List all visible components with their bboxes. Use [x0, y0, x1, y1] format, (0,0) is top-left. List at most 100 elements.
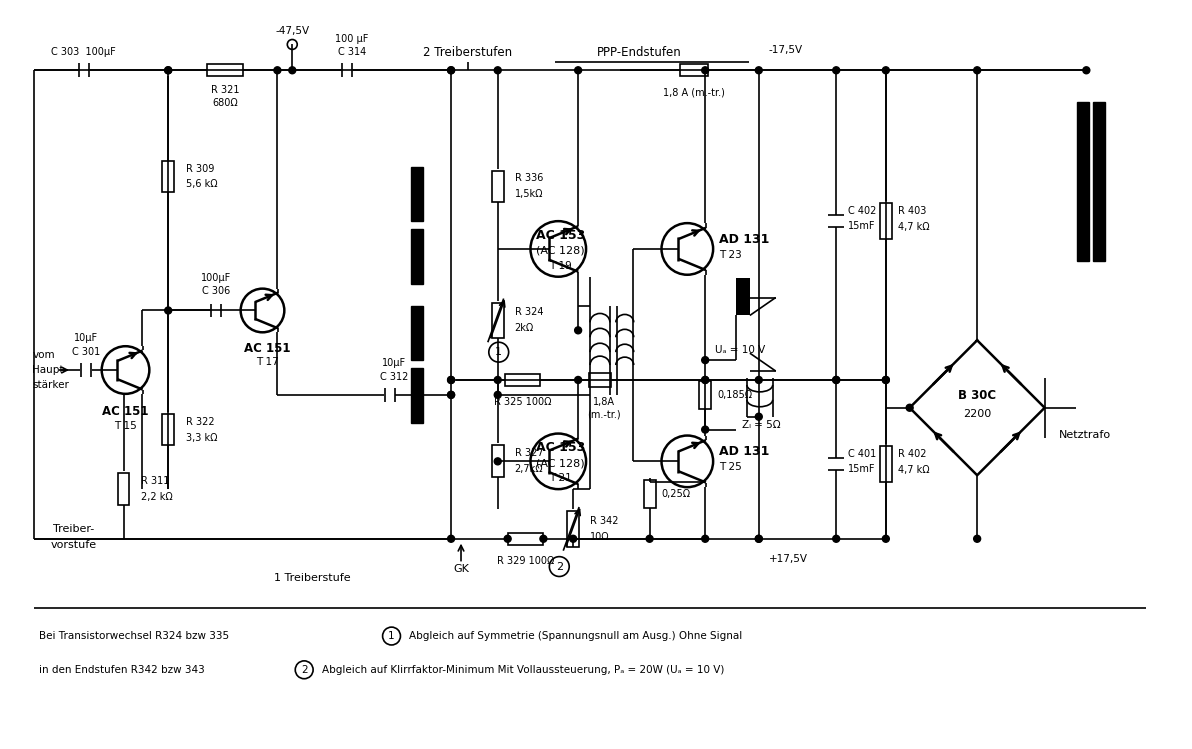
Text: 2 Treiberstufen: 2 Treiberstufen	[423, 46, 513, 59]
Text: C 312: C 312	[380, 372, 409, 382]
Bar	[162, 160, 174, 192]
Text: AC 153: AC 153	[535, 441, 585, 454]
Bar	[118, 473, 130, 505]
Circle shape	[575, 377, 582, 383]
Circle shape	[164, 67, 172, 73]
Circle shape	[702, 426, 709, 433]
Bar	[700, 381, 712, 409]
Text: in den Endstufen R342 bzw 343: in den Endstufen R342 bzw 343	[39, 665, 205, 675]
Text: R 329 100Ω: R 329 100Ω	[497, 556, 554, 565]
Text: T 19: T 19	[548, 261, 572, 271]
Circle shape	[702, 67, 709, 73]
Circle shape	[756, 413, 762, 420]
Text: 10μF: 10μF	[74, 333, 98, 343]
Text: 1: 1	[495, 348, 502, 357]
Circle shape	[448, 536, 454, 542]
Text: R 309: R 309	[186, 163, 215, 174]
Circle shape	[756, 536, 762, 542]
Bar	[589, 373, 610, 387]
Text: 1: 1	[389, 631, 395, 641]
Text: Zₗ = 5Ω: Zₗ = 5Ω	[743, 419, 781, 430]
Text: PPP-Endstufen: PPP-Endstufen	[597, 46, 682, 59]
Text: C 402: C 402	[849, 206, 876, 216]
Text: 15mF: 15mF	[849, 464, 876, 474]
Text: R 325 100Ω: R 325 100Ω	[493, 397, 551, 407]
Text: 1,8A: 1,8A	[592, 397, 615, 407]
Bar	[681, 64, 708, 76]
Text: AD 131: AD 131	[719, 445, 770, 458]
Text: Netztrafo: Netztrafo	[1060, 429, 1111, 440]
Text: Treiber-: Treiber-	[54, 524, 94, 534]
Text: 2: 2	[300, 665, 308, 675]
Circle shape	[882, 67, 889, 73]
Text: -47,5V: -47,5V	[275, 25, 310, 35]
Circle shape	[274, 67, 281, 73]
Text: 15mF: 15mF	[849, 221, 876, 231]
Bar	[492, 446, 504, 477]
Circle shape	[833, 377, 839, 383]
Text: R 327: R 327	[515, 449, 544, 458]
Circle shape	[882, 377, 889, 383]
Bar	[1093, 102, 1105, 261]
Circle shape	[448, 67, 454, 73]
Circle shape	[164, 67, 172, 73]
Text: AC 151: AC 151	[103, 405, 149, 418]
Text: C 303  100μF: C 303 100μF	[51, 47, 116, 58]
Text: GK: GK	[453, 563, 468, 574]
Bar	[644, 480, 656, 508]
Text: 2: 2	[555, 562, 563, 571]
Circle shape	[575, 67, 582, 73]
Circle shape	[164, 307, 172, 314]
Circle shape	[906, 404, 913, 411]
Text: vom: vom	[32, 350, 55, 360]
Circle shape	[575, 327, 582, 334]
Text: 5,6 kΩ: 5,6 kΩ	[186, 180, 218, 189]
Circle shape	[448, 392, 454, 398]
Bar	[880, 203, 892, 239]
Circle shape	[495, 458, 501, 465]
Circle shape	[702, 377, 709, 383]
Text: (AC 128): (AC 128)	[536, 458, 584, 468]
Circle shape	[495, 377, 501, 383]
Circle shape	[448, 377, 454, 383]
Circle shape	[448, 392, 454, 398]
Text: R 336: R 336	[515, 174, 544, 184]
Circle shape	[833, 536, 839, 542]
Circle shape	[756, 67, 762, 73]
Text: R 402: R 402	[898, 449, 926, 459]
Text: 100 μF: 100 μF	[335, 34, 368, 43]
Text: +17,5V: +17,5V	[769, 554, 808, 564]
Text: 680Ω: 680Ω	[212, 98, 237, 108]
Text: Abgleich auf Klirrfaktor-Minimum Mit Vollaussteuerung, Pₐ = 20W (Uₐ = 10 V): Abgleich auf Klirrfaktor-Minimum Mit Vol…	[322, 665, 725, 675]
Circle shape	[974, 536, 981, 542]
Text: 2,7kΩ: 2,7kΩ	[515, 464, 544, 474]
Text: T 15: T 15	[114, 421, 137, 431]
Text: 4,7 kΩ: 4,7 kΩ	[898, 222, 930, 232]
Text: 2200: 2200	[963, 409, 992, 419]
Circle shape	[756, 377, 762, 383]
Text: 10μF: 10μF	[383, 358, 406, 368]
Bar	[162, 413, 174, 446]
Bar	[207, 64, 243, 76]
Text: stärker: stärker	[32, 380, 69, 390]
Text: T 23: T 23	[719, 250, 741, 260]
Text: AC 153: AC 153	[535, 228, 585, 241]
Text: Haupt-: Haupt-	[32, 365, 68, 375]
Bar	[411, 229, 423, 284]
Bar	[1078, 102, 1089, 261]
Circle shape	[448, 67, 454, 73]
Bar	[508, 533, 544, 545]
Text: C 401: C 401	[849, 449, 876, 459]
Text: vorstufe: vorstufe	[51, 540, 97, 550]
Circle shape	[570, 536, 577, 542]
Circle shape	[882, 377, 889, 383]
Bar	[880, 446, 892, 482]
Text: 1,8 A (m.-tr.): 1,8 A (m.-tr.)	[663, 87, 725, 97]
Text: AC 151: AC 151	[244, 342, 291, 355]
Text: Bei Transistorwechsel R324 bzw 335: Bei Transistorwechsel R324 bzw 335	[39, 631, 229, 641]
Text: C 314: C 314	[337, 47, 366, 58]
Circle shape	[974, 67, 981, 73]
Text: 0,185Ω: 0,185Ω	[718, 389, 752, 400]
Text: 10Ω: 10Ω	[590, 532, 609, 542]
Text: R 324: R 324	[515, 307, 544, 318]
